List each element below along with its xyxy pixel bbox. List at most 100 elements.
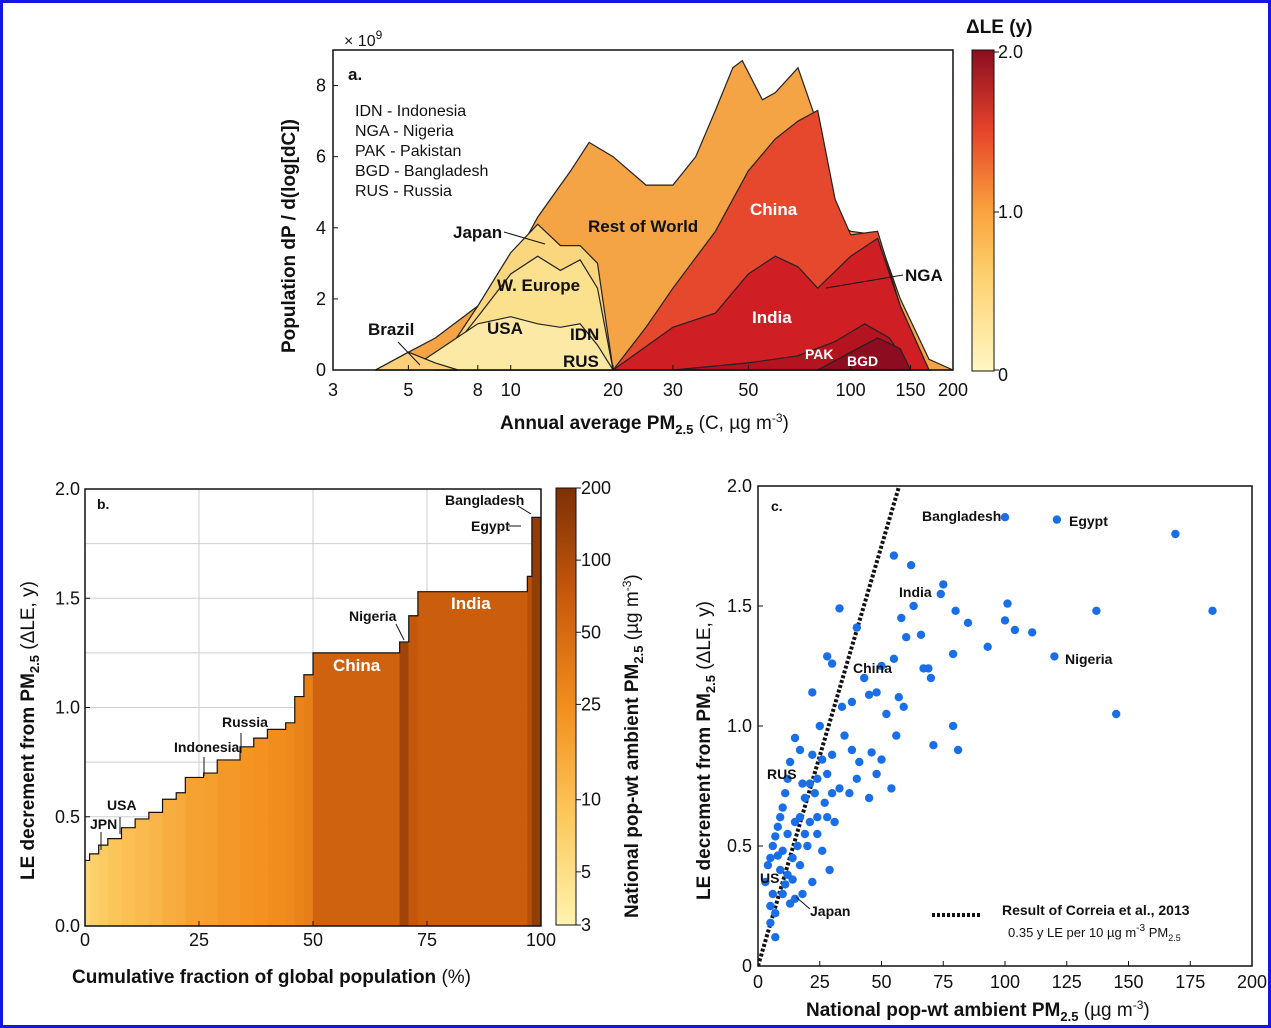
bar-step [121,827,136,927]
legend-idn: IDN - Indonesia [355,103,466,120]
scatter-point [827,789,837,798]
scatter-point [926,673,936,683]
point-label-bangladesh: Bangladesh [922,508,1001,524]
point-label-japan: Japan [810,903,850,919]
scatter-point [795,813,805,822]
scatter-point [864,690,874,699]
scatter-point [778,803,787,812]
scatter-point [924,664,933,673]
legend-correia-line2: 0.35 y LE per 10 µg m-3 PM2.5 [1008,923,1181,943]
label-india-b: India [451,594,491,613]
cb-tick-label: 10 [581,790,601,810]
scatter-point [825,865,834,875]
x-tick-label: 50 [738,380,758,400]
scatter-point [778,889,787,899]
scatter-point [783,829,792,839]
scatter-point [800,829,810,839]
scatter-point [1010,625,1020,635]
x-tick-label: 100 [990,972,1020,992]
point-label-nigeria: Nigeria [1065,651,1113,667]
region-label-w-europe: W. Europe [497,276,580,295]
label-bangladesh-b: Bangladesh [445,492,524,508]
scatter-point [823,652,832,661]
scatter-point [909,601,918,611]
panel-c-points [761,513,1217,942]
panel-b-y-axis-label: LE decrement from PM2.5 (ΔLE, y) [18,581,42,880]
y-tick-label: 2 [316,289,326,309]
panel-a: 3 5 8 10 20 30 50 100 150 200 0 2 4 6 8 × 109 a. IDN -… [279,17,1032,437]
y-tick-label: 2.0 [55,479,80,499]
x-tick-label: 75 [417,930,437,950]
scatter-point [766,853,775,863]
x-tick-label: 8 [473,380,483,400]
scatter-point [798,889,807,899]
scatter-point [939,580,948,589]
scatter-point [785,899,795,908]
region-label-india: India [752,308,792,327]
scatter-point [773,822,782,831]
scatter-point [813,774,822,783]
cb-tick-label: 200 [581,478,611,498]
scatter-point [776,865,785,875]
point-label-rus: RUS [767,766,797,782]
x-tick-label: 125 [1052,972,1082,992]
scatter-point [916,630,926,639]
scatter-point [813,829,822,839]
bar-step [148,812,163,927]
x-tick-label: 25 [810,972,830,992]
label-indonesia: Indonesia [174,739,240,755]
scatter-point [847,745,857,755]
scatter-point [1050,652,1059,661]
scatter-point [929,741,938,750]
region-label-usa: USA [487,319,523,338]
bar-step [531,517,542,927]
scatter-point [892,731,901,740]
scatter-point [936,589,945,599]
panel-a-label: a. [348,65,362,84]
scatter-point [788,875,797,884]
scatter-point [1171,529,1180,539]
scatter-point [761,877,770,887]
bar-step [185,777,204,927]
panel-c-y-axis-label: LE decrement from PM2.5 (ΔLE, y) [694,601,718,900]
scatter-point [1112,709,1121,719]
scatter-point [852,623,861,632]
scatter-point [852,774,861,783]
x-tick-label: 0 [80,930,90,950]
y-tick-label: 0 [742,956,752,976]
y-tick-label: 2.0 [727,476,752,496]
region-label-rus: RUS [563,352,599,371]
scatter-point [867,748,876,757]
bar-step [312,652,400,927]
region-label-idn: IDN [570,325,599,344]
x-tick-label: 0 [753,972,763,992]
panel-c-label: c. [771,498,783,514]
scatter-point [771,832,780,841]
scatter-point [1000,616,1010,625]
panel-a-colorbar [971,49,995,372]
legend-rus: RUS - Russia [355,183,452,200]
scatter-point [827,750,837,759]
scatter-point [845,789,854,798]
label-russia: Russia [222,714,268,730]
cb-tick-label: 100 [581,550,611,570]
bar-step [408,615,419,927]
panel-a-colorbar-title: ΔLE (y) [966,17,1032,38]
panel-b-colorbar-ticks: 200 100 50 25 10 5 3 [576,478,611,935]
x-tick-label: 75 [933,972,953,992]
scatter-point [877,755,886,764]
scatter-point [808,877,817,887]
scatter-point [902,633,911,642]
region-label-japan: Japan [453,223,502,242]
x-tick-label: 10 [501,380,521,400]
panel-c-x-axis-label: National pop-wt ambient PM2.5 (µg m-3) [806,998,1150,1024]
panel-c-reference-line [758,486,902,966]
scatter-point [823,769,832,779]
x-tick-label: 30 [663,380,683,400]
scatter-point [800,793,810,803]
scatter-point [1092,606,1101,615]
cb-tick-label: 5 [581,862,591,882]
scatter-point [835,784,844,793]
bar-step [399,641,409,927]
